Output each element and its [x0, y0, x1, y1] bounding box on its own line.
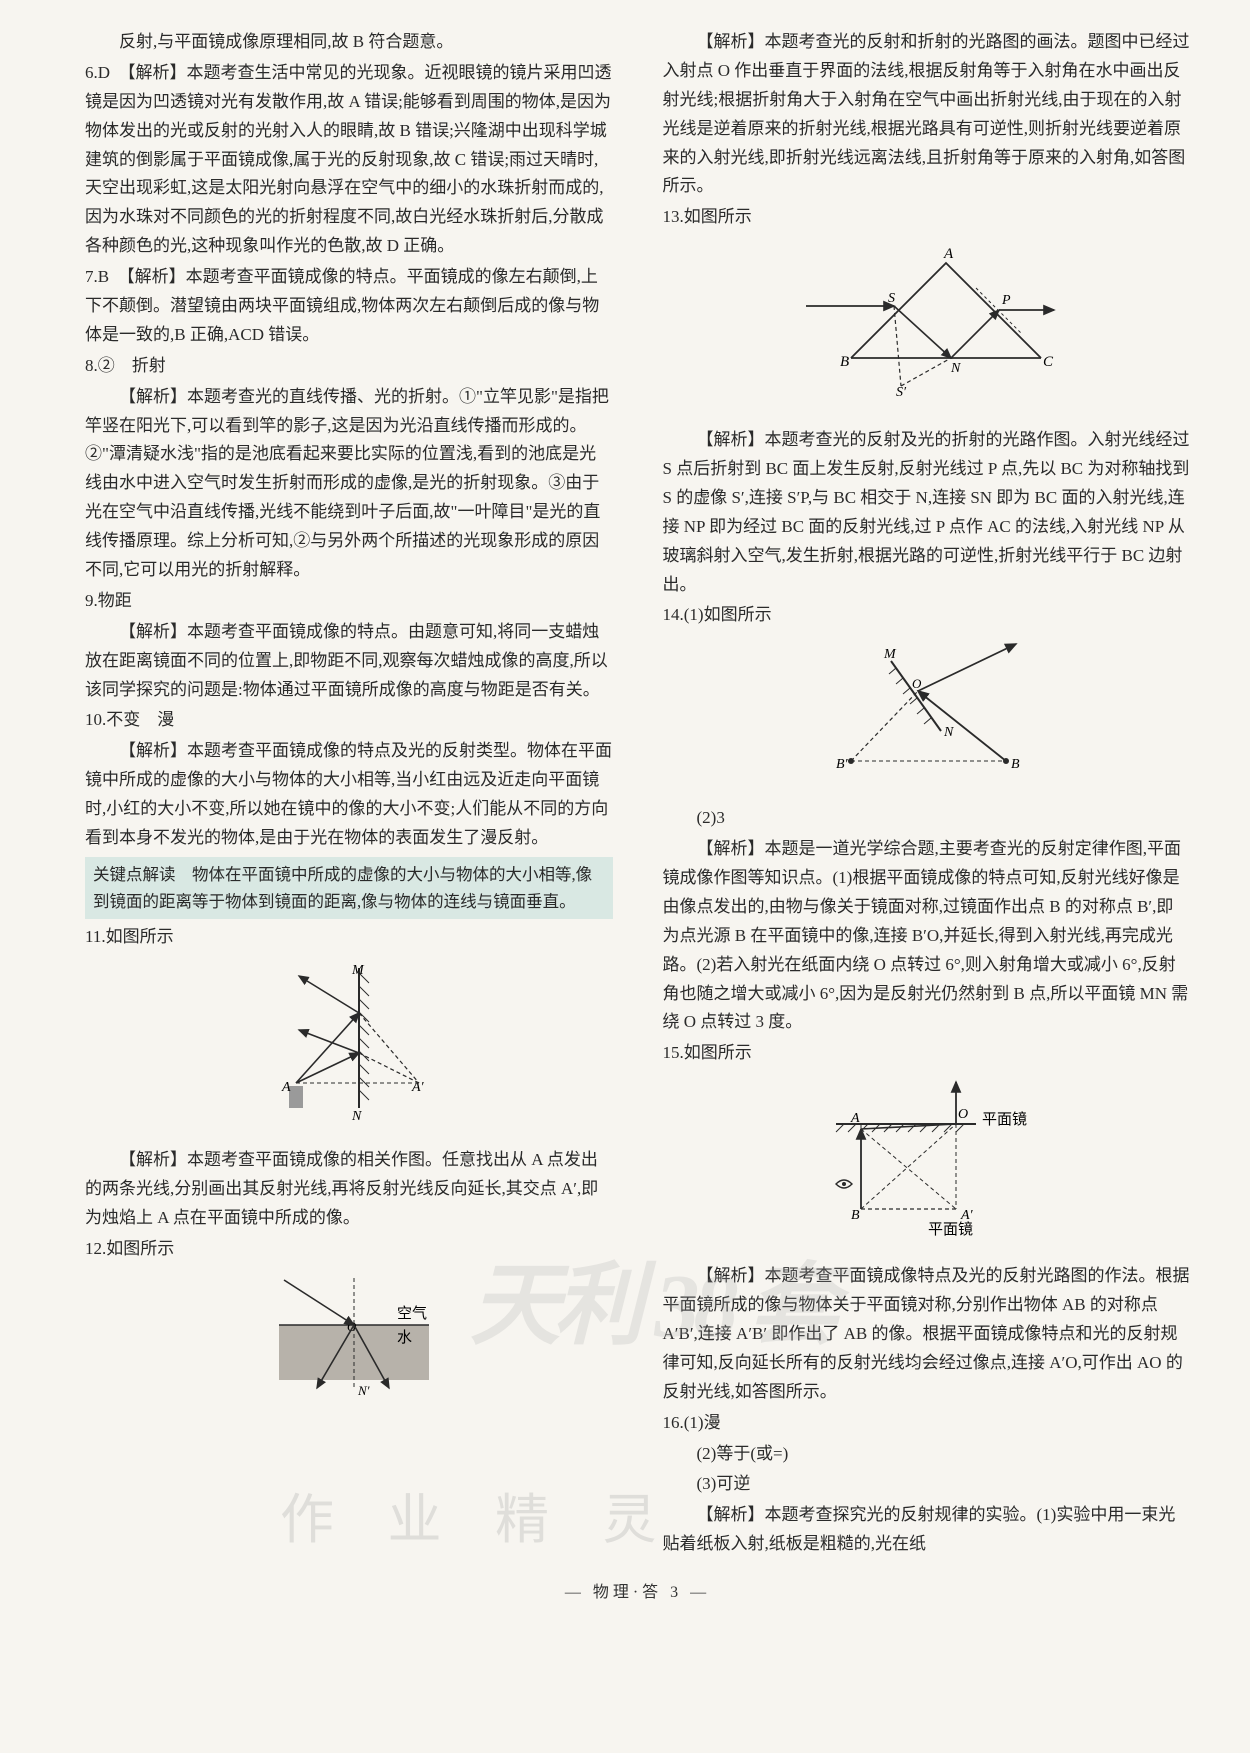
q9-analysis: 【解析】本题考查平面镜成像的特点。由题意可知,将同一支蜡烛放在距离镜面不同的位置… — [85, 618, 613, 705]
svg-text:水: 水 — [397, 1329, 412, 1346]
q16-answer-2: (2)等于(或=) — [663, 1440, 1191, 1469]
left-column: 反射,与平面镜成像原理相同,故 B 符合题意。 6.D 【解析】本题考查生活中常… — [85, 28, 613, 1561]
q10-keypoint: 关键点解读 物体在平面镜中所成的虚像的大小与物体的大小相等,像到镜面的距离等于物… — [85, 857, 613, 919]
q16-answer-3: (3)可逆 — [663, 1470, 1191, 1499]
q12-figure: N′ O 空气 水 — [85, 1270, 613, 1410]
svg-text:N: N — [351, 1109, 362, 1124]
two-column-layout: 反射,与平面镜成像原理相同,故 B 符合题意。 6.D 【解析】本题考查生活中常… — [85, 28, 1190, 1561]
svg-text:N: N — [950, 361, 961, 376]
svg-text:B: B — [840, 354, 849, 370]
svg-text:O: O — [912, 676, 922, 691]
svg-text:S: S — [888, 291, 895, 306]
q6: 6.D 【解析】本题考查生活中常见的光现象。近视眼镜的镜片采用凹透镜是因为凹透镜… — [85, 59, 613, 261]
q16-answer-1: 16.(1)漫 — [663, 1409, 1191, 1438]
q13-analysis: 【解析】本题考查光的反射及光的折射的光路作图。入射光线经过 S 点后折射到 BC… — [663, 426, 1191, 599]
svg-text:S′: S′ — [896, 385, 907, 400]
svg-text:N: N — [943, 725, 954, 740]
svg-text:B: B — [1011, 757, 1020, 772]
q11-figure: A A′ M N — [85, 958, 613, 1138]
q13-answer: 13.如图所示 — [663, 203, 1191, 232]
svg-text:B′: B′ — [836, 757, 849, 772]
svg-text:A: A — [943, 246, 954, 262]
svg-text:平面镜: 平面镜 — [982, 1110, 1027, 1128]
q12-answer: 12.如图所示 — [85, 1235, 613, 1264]
q10-analysis: 【解析】本题考查平面镜成像的特点及光的反射类型。物体在平面镜中所成的虚像的大小与… — [85, 737, 613, 853]
svg-text:平面镜: 平面镜 — [928, 1220, 973, 1238]
q8-analysis: 【解析】本题考查光的直线传播、光的折射。①"立竿见影"是指把竿竖在阳光下,可以看… — [85, 383, 613, 585]
svg-text:空气: 空气 — [397, 1305, 427, 1322]
svg-text:A′: A′ — [960, 1208, 974, 1223]
svg-text:O: O — [958, 1107, 968, 1122]
q5-continuation: 反射,与平面镜成像原理相同,故 B 符合题意。 — [85, 28, 613, 57]
svg-text:M: M — [883, 647, 897, 662]
q12-analysis: 【解析】本题考查光的反射和折射的光路图的画法。题图中已经过入射点 O 作出垂直于… — [663, 28, 1191, 201]
q14-analysis: 【解析】本题是一道光学综合题,主要考查光的反射定律作图,平面镜成像作图等知识点。… — [663, 835, 1191, 1037]
q7: 7.B 【解析】本题考查平面镜成像的特点。平面镜成的像左右颠倒,上下不颠倒。潜望… — [85, 263, 613, 350]
svg-text:P: P — [1001, 293, 1011, 308]
svg-text:M: M — [351, 963, 365, 978]
q9-answer: 9.物距 — [85, 587, 613, 616]
q14-answer-2: (2)3 — [663, 804, 1191, 833]
q8-answer: 8.② 折射 — [85, 352, 613, 381]
svg-text:N′: N′ — [357, 1383, 370, 1398]
q14-answer-1: 14.(1)如图所示 — [663, 601, 1191, 630]
q15-figure: 平面镜 O A B A′ 平面镜 — [663, 1074, 1191, 1254]
q16-analysis: 【解析】本题考查探究光的反射规律的实验。(1)实验中用一束光贴着纸板入射,纸板是… — [663, 1501, 1191, 1559]
q15-answer: 15.如图所示 — [663, 1039, 1191, 1068]
right-column: 【解析】本题考查光的反射和折射的光路图的画法。题图中已经过入射点 O 作出垂直于… — [663, 28, 1191, 1561]
svg-text:B: B — [851, 1208, 860, 1223]
page-footer: — 物理·答 3 — — [85, 1579, 1190, 1606]
q14-figure: M N O B B′ — [663, 636, 1191, 796]
svg-text:C: C — [1043, 354, 1054, 370]
q10-answer: 10.不变 漫 — [85, 706, 613, 735]
q11-answer: 11.如图所示 — [85, 923, 613, 952]
q11-analysis: 【解析】本题考查平面镜成像的相关作图。任意找出从 A 点发出的两条光线,分别画出… — [85, 1146, 613, 1233]
q15-analysis: 【解析】本题考查平面镜成像特点及光的反射光路图的作法。根据平面镜所成的像与物体关… — [663, 1262, 1191, 1406]
svg-text:A: A — [850, 1111, 860, 1126]
q13-figure: A B C S P N S′ — [663, 238, 1191, 418]
svg-text:A: A — [281, 1080, 291, 1095]
